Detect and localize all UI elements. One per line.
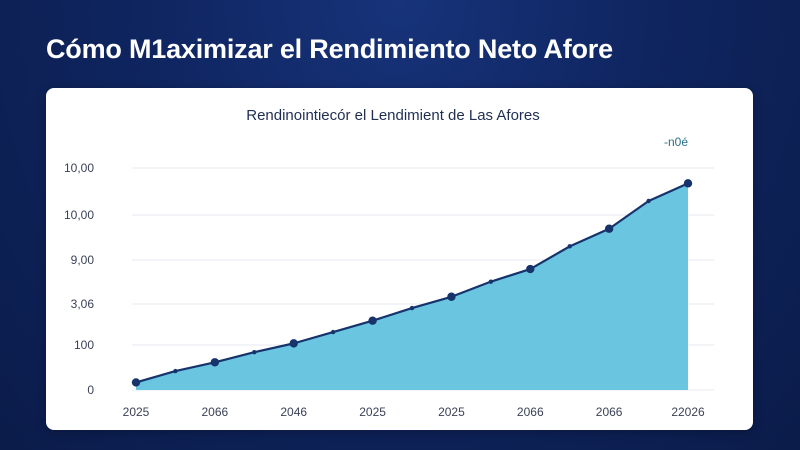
x-axis-ticks: 2025 2066 2046 2025 2025 2066 2066 22026 (123, 405, 705, 419)
data-point (646, 198, 651, 204)
x-tick-label: 2066 (596, 405, 623, 419)
y-tick-label: 0 (87, 383, 94, 397)
data-point (567, 244, 572, 249)
data-point (526, 264, 535, 274)
x-tick-label: 2025 (438, 405, 465, 419)
y-tick-label: 10,00 (64, 208, 94, 222)
data-point (447, 292, 456, 301)
x-tick-label: 2025 (123, 405, 150, 419)
y-tick-label: 3,06 (71, 297, 95, 311)
x-tick-label: 22026 (671, 405, 705, 419)
area-fill (136, 183, 688, 390)
peak-label: -n0é (664, 135, 688, 149)
point-layer (131, 179, 693, 387)
data-point (488, 279, 494, 284)
x-tick-label: 2066 (202, 405, 229, 419)
data-point (289, 339, 298, 348)
x-tick-label: 2025 (359, 405, 386, 419)
data-point (252, 350, 257, 355)
page-title: Cómo M1aximizar el Rendimiento Neto Afor… (46, 34, 613, 64)
data-point (210, 358, 220, 367)
y-tick-label: 10,00 (64, 161, 94, 175)
data-point (409, 305, 415, 311)
chart-title: Rendinointiecór el Lendimient de Las Afo… (246, 107, 540, 124)
area-layer (136, 183, 688, 390)
data-point (368, 316, 377, 325)
data-point (330, 329, 336, 335)
y-axis-ticks: 0 100 3,06 9,00 10,00 10,00 (64, 161, 94, 397)
x-tick-label: 2066 (517, 405, 544, 419)
data-point (683, 179, 693, 188)
x-tick-label: 2046 (280, 405, 307, 419)
area-chart: Rendinointiecór el Lendimient de Las Afo… (64, 107, 714, 419)
data-point (173, 368, 178, 374)
y-tick-label: 100 (74, 338, 94, 352)
chart-card: Rendinointiecór el Lendimient de Las Afo… (46, 88, 753, 430)
y-tick-label: 9,00 (71, 253, 95, 267)
data-point (131, 378, 141, 387)
data-point (604, 224, 614, 233)
